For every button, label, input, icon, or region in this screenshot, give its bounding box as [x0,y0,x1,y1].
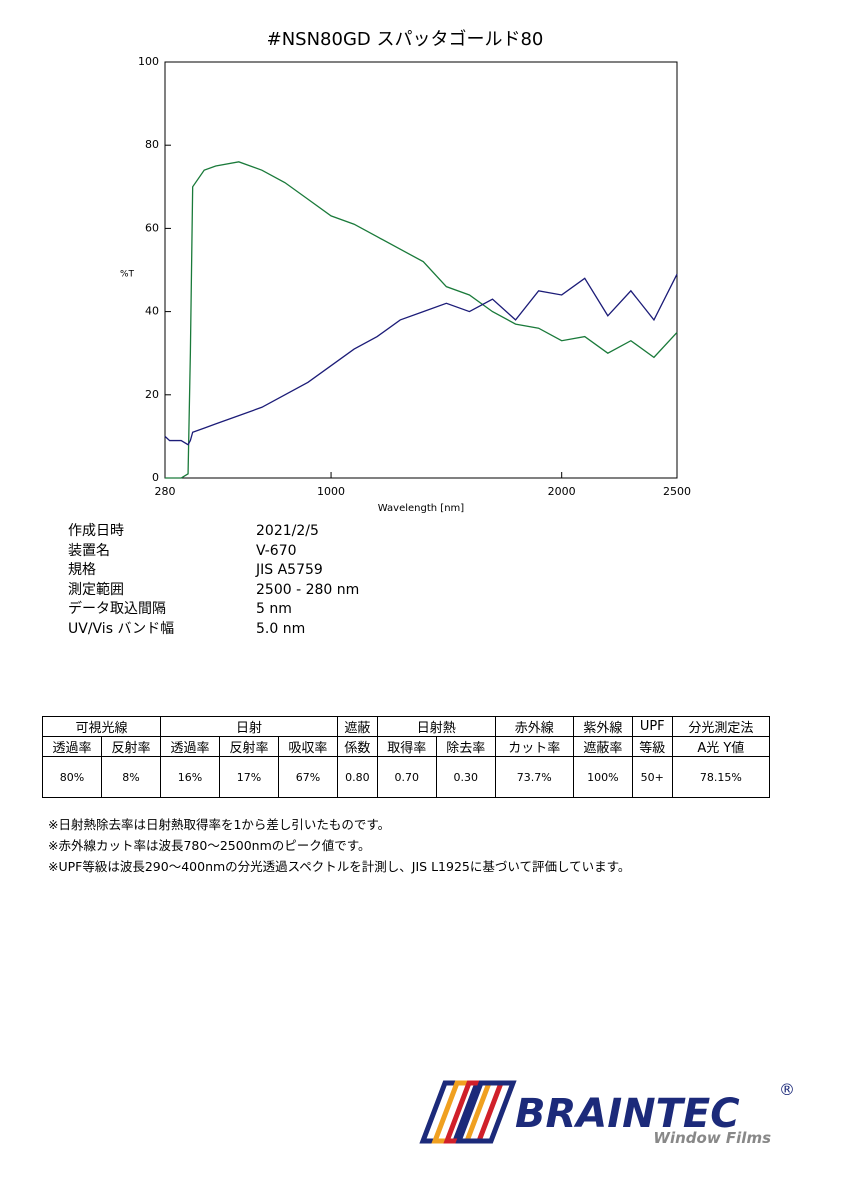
x-tick-label: 1000 [317,485,345,498]
x-tick-label: 280 [155,485,176,498]
group-header: UPF [631,716,673,737]
group-header: 日射熱 [376,716,496,737]
info-label: 装置名 [68,542,110,559]
sub-header: 等級 [631,736,673,757]
info-value: 2021/2/5 [256,523,319,539]
chart-title: #NSN80GD スパッタゴールド80 [267,29,544,50]
sub-header: カット率 [494,736,574,757]
y-axis-label: %T [120,270,135,280]
info-value: V-670 [256,542,297,559]
plot-frame [164,61,678,479]
registered-mark: ® [779,1080,795,1099]
info-value: JIS A5759 [256,562,323,578]
sub-header: 反射率 [218,736,279,757]
note: ※赤外線カット率は波長780～2500nmのピーク値です。 [48,838,371,853]
y-tick-label: 100 [138,55,159,68]
info-label: 作成日時 [68,523,124,539]
value-cell: 73.7% [494,756,574,798]
info-row: 装置名 V-670 [68,542,359,562]
sub-header: 吸収率 [277,736,338,757]
brand: BRAINTEC [515,1091,740,1137]
series-line [165,161,678,479]
info-label: 規格 [68,562,96,578]
value-cell: 0.30 [435,756,496,798]
series-line [164,273,678,446]
note: ※日射熱除去率は日射熱取得率を1から差し引いたものです。 [48,817,391,832]
info-value: 5.0 nm [256,620,306,637]
info-row: データ取込間隔 5 nm [68,600,359,620]
y-tick-label: 0 [152,471,159,484]
sub-header: 除去率 [435,736,496,757]
group-header: 紫外線 [572,716,633,737]
info-row: 測定範囲 2500 - 280 nm [68,581,359,601]
tagline: Window Films [653,1129,771,1147]
info-value: 5 nm [256,601,292,617]
group-header: 遮蔽 [336,716,378,737]
spec-table: 可視光線 日射 遮蔽 日射熱 赤外線 紫外線 UPF 分光測定法 透過率 反射率 透過率 反射率 吸収… [42,716,771,798]
info-row: 規格 JIS A5759 [68,561,359,581]
sub-header: 透過率 [42,736,102,757]
notes: ※日射熱除去率は日射熱取得率を1から差し引いたものです。 ※赤外線カット率は波長7… [48,814,630,877]
info-list: 作成日時 2021/2/5 装置名 V-670 規格 JIS A5759 測定範囲 2500 … [68,522,359,639]
value-cell: 0.70 [376,756,437,798]
sub-header: 透過率 [159,736,220,757]
group-header: 可視光線 [42,716,161,737]
x-tick-label: 2000 [548,485,576,498]
value-cell: 67% [277,756,338,798]
logo: BRAINTEC ® Window Films [419,1080,795,1147]
sub-header: 遮蔽率 [572,736,633,757]
info-value: 2500 - 280 nm [256,581,360,598]
group-header: 日射 [159,716,338,737]
x-tick-label: 2500 [663,485,691,498]
value-cell: 78.15% [671,756,771,798]
value-cell: 16% [159,756,220,798]
info-row: UV/Vis バンド幅 5.0 nm [68,620,359,640]
info-row: 作成日時 2021/2/5 [68,522,359,542]
y-tick-label: 20 [145,388,159,401]
info-label: 測定範囲 [68,581,124,598]
note: ※UPF等級は波長290～400nmの分光透過スペクトルを計測し、JIS L19… [48,859,631,874]
sub-header: 反射率 [100,736,161,757]
info-label: データ取込間隔 [68,601,166,617]
value-cell: 80% [42,756,102,798]
chart: #NSN80GD スパッタゴールド80 Wavelength [nm] %T 0… [120,29,691,514]
value-cell: 17% [218,756,279,798]
info-label: UV/Vis バンド幅 [68,620,175,637]
y-tick-label: 80 [145,138,159,151]
group-header: 分光測定法 [671,716,771,737]
y-tick-label: 60 [145,221,159,234]
value-cell: 50+ [631,756,673,798]
value-cell: 0.80 [336,756,378,798]
sub-header: 係数 [336,736,378,757]
sub-header: 取得率 [376,736,437,757]
value-cell: 8% [100,756,161,798]
x-axis-label: Wavelength [nm] [378,503,464,514]
y-tick-label: 40 [145,305,159,318]
logo-icon [419,1080,517,1144]
group-header: 赤外線 [494,716,574,737]
value-cell: 100% [572,756,633,798]
sub-header: A光 Y値 [671,736,771,757]
